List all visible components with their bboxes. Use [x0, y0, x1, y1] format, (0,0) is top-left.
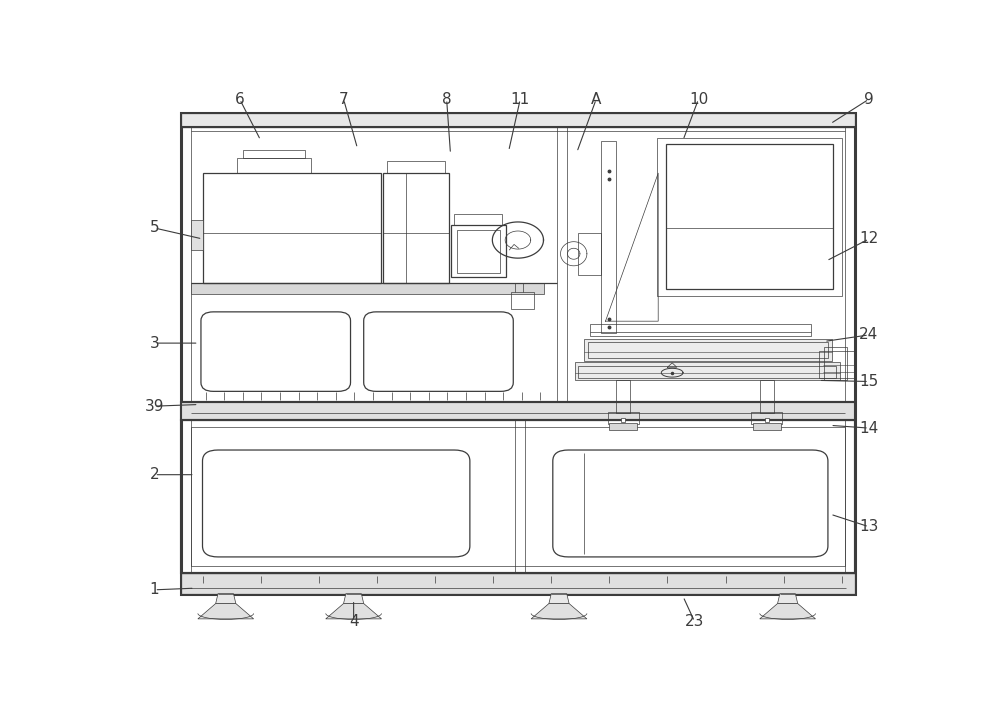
Bar	[616, 380, 630, 413]
Text: 7: 7	[339, 92, 348, 107]
Text: 6: 6	[235, 92, 245, 107]
Bar	[181, 112, 855, 594]
Polygon shape	[531, 604, 587, 619]
Text: 9: 9	[864, 92, 874, 107]
Bar	[584, 339, 832, 361]
Bar	[457, 230, 500, 273]
Bar	[657, 137, 842, 296]
Bar	[608, 412, 639, 424]
Text: 12: 12	[859, 231, 879, 246]
Bar	[243, 150, 305, 158]
Polygon shape	[198, 604, 254, 619]
Bar	[609, 423, 637, 430]
Text: 13: 13	[859, 519, 879, 534]
Bar	[191, 427, 845, 566]
Text: 11: 11	[511, 92, 530, 107]
Bar	[181, 112, 855, 127]
Text: 39: 39	[145, 399, 164, 414]
Bar	[202, 173, 381, 283]
Polygon shape	[778, 594, 798, 604]
Bar	[578, 234, 601, 275]
Bar	[181, 420, 855, 573]
Bar	[237, 158, 311, 173]
Bar	[824, 347, 847, 380]
Text: 1: 1	[150, 582, 159, 597]
Text: 8: 8	[442, 92, 451, 107]
Bar	[387, 161, 445, 173]
Text: 14: 14	[859, 421, 879, 436]
Bar	[760, 380, 774, 413]
Bar	[450, 225, 506, 278]
Bar	[753, 423, 781, 430]
Bar	[666, 144, 833, 289]
Text: 15: 15	[859, 374, 879, 389]
Bar	[454, 214, 502, 225]
Polygon shape	[216, 594, 236, 604]
Bar	[601, 142, 616, 333]
Polygon shape	[760, 604, 816, 619]
Text: 2: 2	[150, 467, 159, 482]
Bar	[590, 324, 811, 336]
Bar	[181, 573, 855, 594]
Bar	[574, 362, 840, 380]
Bar	[578, 365, 836, 377]
Bar	[751, 412, 782, 424]
Bar	[191, 283, 544, 294]
Polygon shape	[344, 594, 364, 604]
Text: 4: 4	[349, 614, 358, 629]
Polygon shape	[549, 594, 569, 604]
Text: 5: 5	[150, 221, 159, 236]
Text: 24: 24	[859, 328, 879, 342]
Bar	[181, 402, 855, 420]
Text: 3: 3	[150, 335, 159, 350]
Bar	[588, 342, 828, 358]
Bar	[383, 173, 449, 283]
Text: A: A	[591, 92, 601, 107]
Bar	[819, 351, 856, 377]
Bar	[191, 220, 202, 250]
Text: 10: 10	[689, 92, 708, 107]
Polygon shape	[326, 604, 382, 619]
Text: 23: 23	[685, 614, 704, 629]
Bar	[511, 292, 534, 308]
